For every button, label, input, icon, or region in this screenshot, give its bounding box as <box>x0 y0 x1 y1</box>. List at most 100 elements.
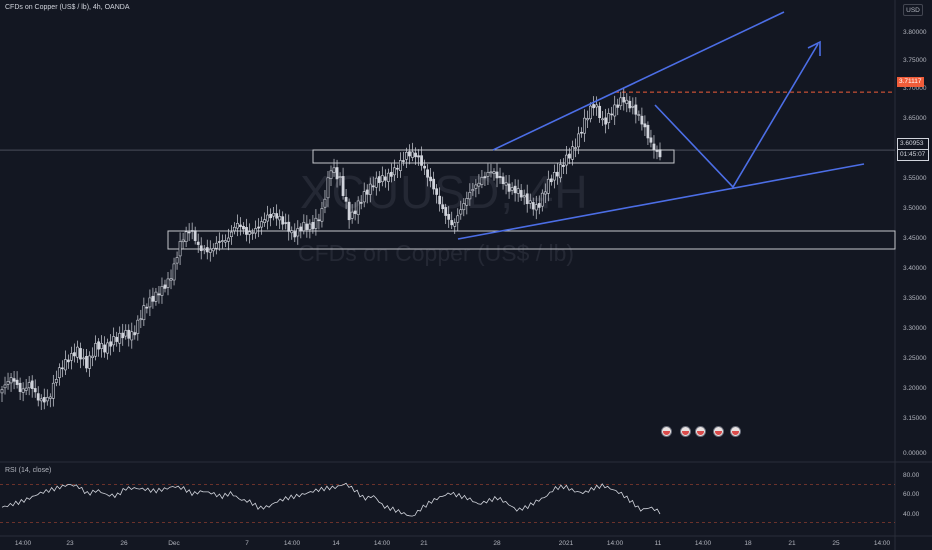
candle-body <box>465 198 469 206</box>
candle-body <box>302 221 306 232</box>
candle-body <box>178 241 182 257</box>
earnings-flag-icon[interactable] <box>680 426 691 437</box>
candle-body <box>172 263 176 281</box>
symbol-title[interactable]: CFDs on Copper (US$ / lb), 4h, OANDA <box>5 4 130 11</box>
price-tick-label: 3.50000 <box>903 205 927 212</box>
candle-body <box>598 105 602 119</box>
candle-body <box>60 367 64 370</box>
candle-body <box>353 210 357 214</box>
candle-body <box>522 195 526 198</box>
candle-body <box>202 248 206 251</box>
candle-body <box>501 176 505 185</box>
candle-body <box>100 343 104 349</box>
candle-body <box>166 278 170 288</box>
candle-body <box>396 167 399 170</box>
time-tick-label: 28 <box>493 540 501 547</box>
candle-body <box>163 284 167 289</box>
candle-body <box>441 204 445 210</box>
rsi-title[interactable]: RSI (14, close) <box>5 467 52 474</box>
candle-body <box>223 240 227 243</box>
candle-body <box>214 242 218 249</box>
candle-body <box>365 189 369 195</box>
candle-body <box>568 153 571 159</box>
candle-body <box>356 200 360 216</box>
candle-body <box>326 177 330 199</box>
candle-body <box>335 167 339 180</box>
candle-body <box>233 226 236 232</box>
candle-body <box>130 331 134 341</box>
candle-body <box>525 193 529 205</box>
candle-body <box>154 291 158 302</box>
candle-body <box>272 212 276 217</box>
candle-body <box>537 203 541 208</box>
candle-body <box>380 175 384 183</box>
candle-body <box>368 183 372 195</box>
candle-body <box>574 147 577 149</box>
marked-price-tag: 3.71117 <box>897 77 924 87</box>
candle-body <box>12 378 16 382</box>
candle-body <box>640 115 644 125</box>
candle-body <box>649 137 653 143</box>
candle-body <box>531 202 535 210</box>
candle-body <box>305 223 309 230</box>
candle-body <box>208 248 212 253</box>
candle-body <box>106 342 110 354</box>
candle-body <box>405 151 408 160</box>
candle-body <box>408 151 411 157</box>
earnings-flag-icon[interactable] <box>730 426 741 437</box>
earnings-flag-icon[interactable] <box>661 426 672 437</box>
candle-body <box>139 318 143 321</box>
candle-body <box>220 240 224 242</box>
candle-body <box>18 382 22 392</box>
channel-lower-line <box>457 163 865 240</box>
candle-body <box>577 133 580 148</box>
candle-body <box>245 227 248 235</box>
candle-body <box>468 192 472 200</box>
candle-body <box>85 356 88 369</box>
rsi-line <box>1 482 661 517</box>
candle-body <box>631 105 635 108</box>
candle-body <box>426 169 429 178</box>
price-tick-label: 0.00000 <box>903 450 927 457</box>
candle-body <box>51 382 55 399</box>
currency-button[interactable]: USD <box>903 4 923 16</box>
price-tick-label: 3.35000 <box>903 295 927 302</box>
candle-body <box>655 150 659 152</box>
earnings-flag-icon[interactable] <box>695 426 706 437</box>
time-tick-label: 23 <box>66 540 74 547</box>
candle-body <box>142 305 146 321</box>
candle-body <box>540 192 544 207</box>
resistance-zone-box <box>312 149 675 164</box>
candle-body <box>169 278 173 281</box>
candle-body <box>211 248 215 252</box>
candle-body <box>266 214 270 222</box>
candle-body <box>148 297 152 308</box>
earnings-flag-icon[interactable] <box>713 426 724 437</box>
candle-body <box>392 167 396 176</box>
price-tick-label: 3.75000 <box>903 57 927 64</box>
candle-body <box>477 182 481 187</box>
price-tick-label: 3.80000 <box>903 29 927 36</box>
candle-body <box>290 230 294 234</box>
candle-body <box>33 388 37 393</box>
candle-body <box>287 221 291 232</box>
time-tick-label: 14:00 <box>607 540 624 547</box>
candle-body <box>432 178 436 190</box>
bar-countdown-tag: 01:45:07 <box>897 149 929 161</box>
candle-body <box>423 165 426 169</box>
candle-body <box>565 154 568 166</box>
candle-body <box>435 188 439 195</box>
candle-body <box>474 184 478 189</box>
candle-body <box>643 123 647 128</box>
candle-body <box>601 118 605 121</box>
candle-body <box>344 197 348 202</box>
candle-body <box>383 176 387 181</box>
candle-body <box>281 216 285 225</box>
candle-body <box>341 176 345 196</box>
candle-body <box>257 226 260 229</box>
candle-body <box>459 209 463 215</box>
candle-body <box>362 191 366 203</box>
candle-body <box>254 228 257 234</box>
candle-body <box>414 152 417 158</box>
